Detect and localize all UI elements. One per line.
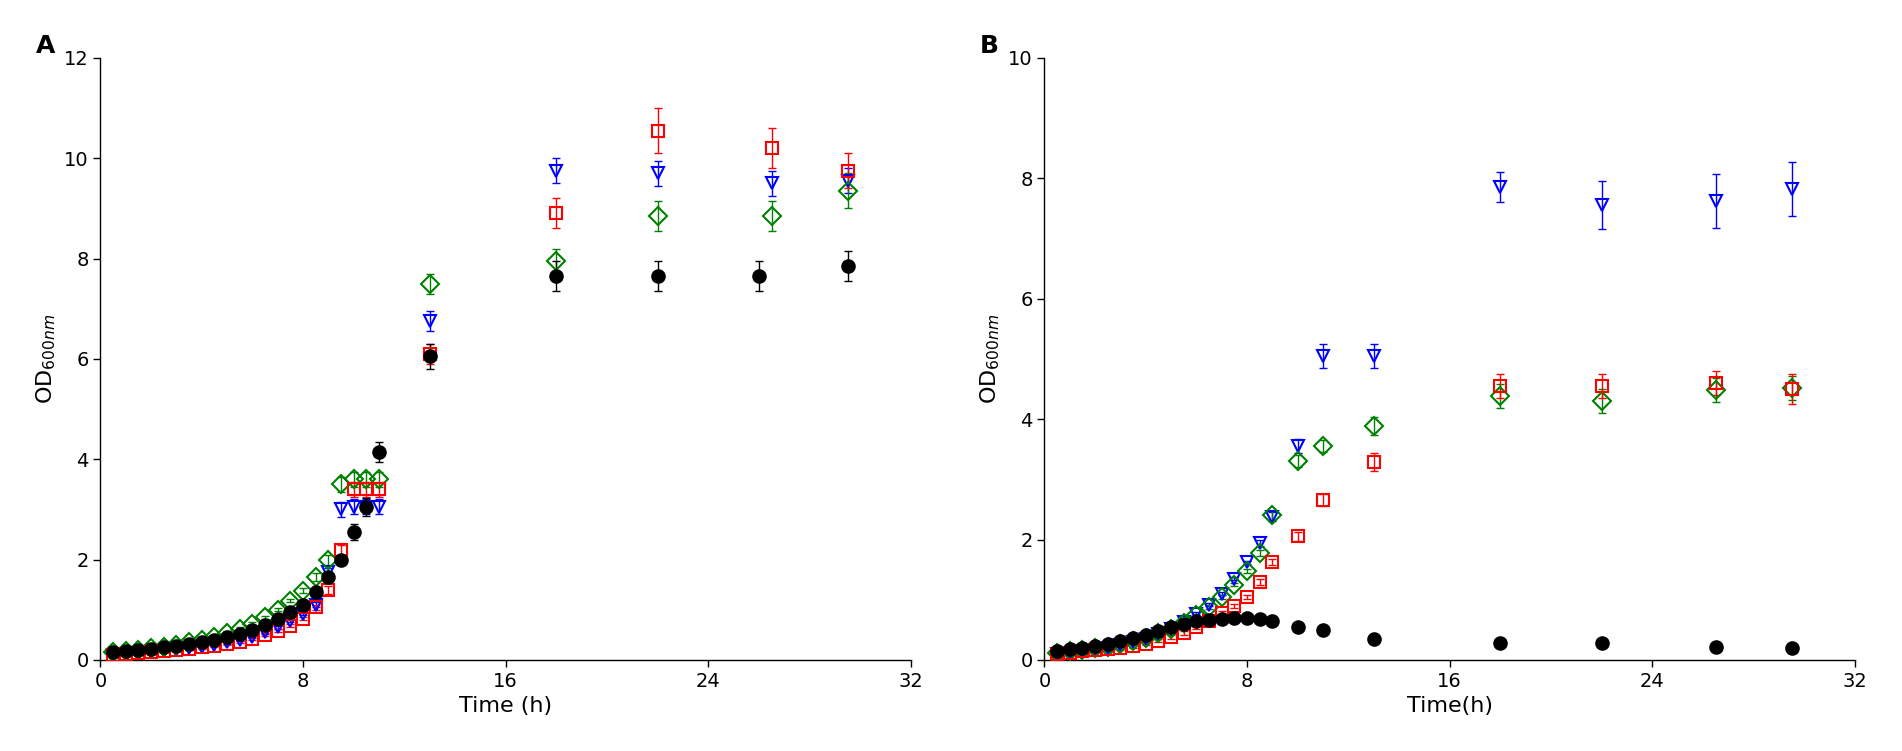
Y-axis label: OD$_{600nm}$: OD$_{600nm}$	[980, 314, 1002, 404]
Text: B: B	[980, 34, 999, 58]
Text: A: A	[36, 34, 55, 58]
X-axis label: Time(h): Time(h)	[1407, 696, 1493, 716]
X-axis label: Time (h): Time (h)	[458, 696, 552, 716]
Y-axis label: OD$_{600nm}$: OD$_{600nm}$	[34, 314, 59, 404]
